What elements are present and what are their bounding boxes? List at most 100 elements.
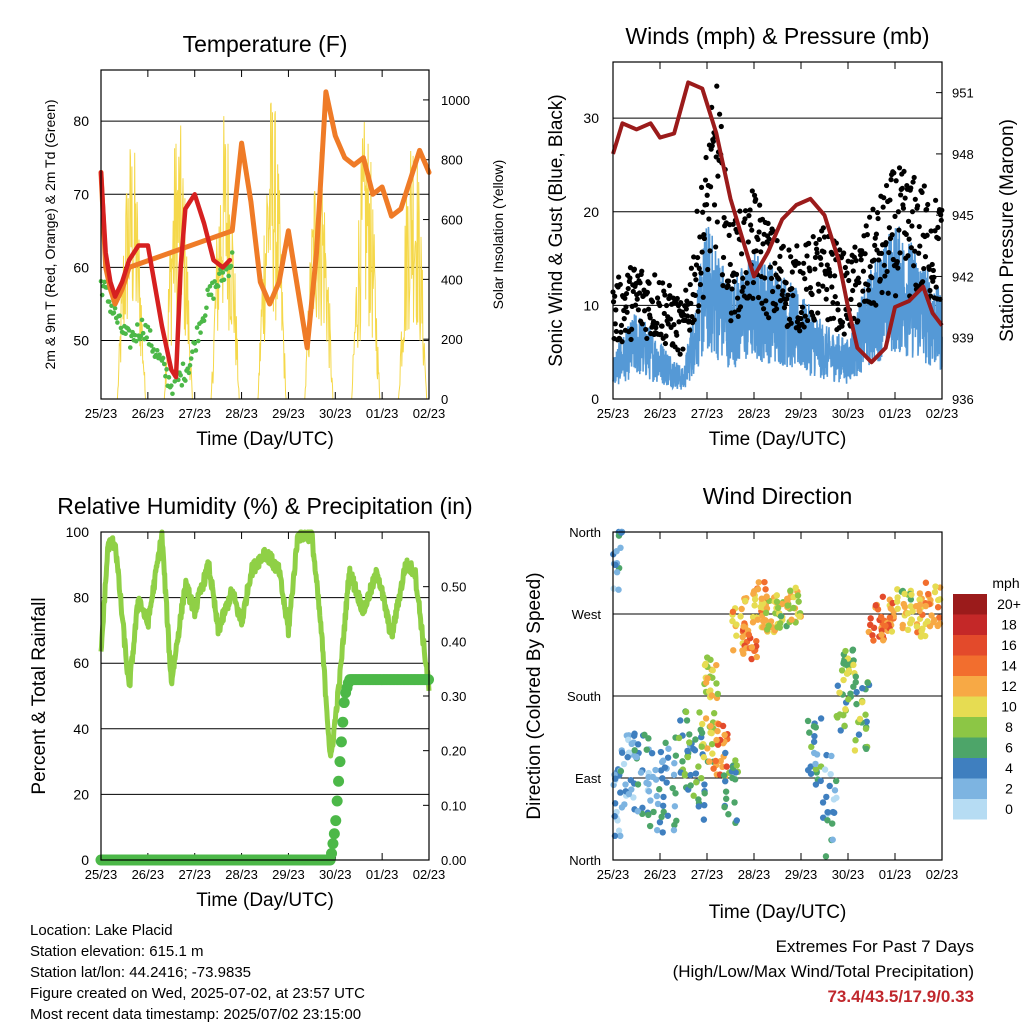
- direction-point: [695, 763, 702, 770]
- gust-point: [887, 197, 893, 203]
- gust-point: [735, 313, 741, 319]
- direction-point: [631, 730, 638, 737]
- gust-point: [873, 302, 879, 308]
- gust-point: [788, 254, 794, 260]
- gust-point: [759, 300, 765, 306]
- direction-point: [700, 816, 708, 823]
- gust-point: [896, 227, 902, 233]
- direction-point: [872, 602, 879, 609]
- direction-point: [762, 586, 769, 593]
- direction-point: [690, 792, 697, 799]
- direction-point: [828, 752, 835, 760]
- gust-point: [856, 279, 862, 286]
- gust-point: [697, 234, 703, 240]
- gust-point: [751, 192, 758, 198]
- gust-point: [637, 280, 643, 286]
- gust-point: [900, 205, 907, 211]
- gust-point: [882, 273, 888, 279]
- plot-frame: [612, 61, 943, 400]
- dewpoint-point: [220, 270, 226, 275]
- gust-point: [856, 302, 863, 308]
- direction-point: [620, 760, 628, 768]
- gust-point: [830, 300, 836, 306]
- gust-point: [895, 265, 901, 271]
- direction-point: [853, 700, 860, 708]
- dewpoint-point: [190, 349, 195, 355]
- precip-point: [335, 736, 347, 748]
- direction-point: [935, 596, 942, 604]
- y-right-tick-label: 200: [441, 332, 463, 347]
- gust-point: [704, 192, 710, 198]
- direction-point: [916, 601, 924, 608]
- gust-point: [898, 192, 904, 198]
- gust-point: [700, 294, 706, 300]
- direction-point: [659, 775, 666, 782]
- direction-point: [922, 579, 930, 586]
- direction-point: [812, 781, 820, 788]
- gust-point: [625, 285, 631, 292]
- direction-point: [862, 725, 870, 732]
- gust-point: [658, 331, 664, 337]
- dewpoint-point: [228, 263, 234, 269]
- direction-point: [812, 765, 820, 773]
- direction-point: [654, 800, 662, 808]
- gust-point: [872, 235, 878, 241]
- direction-point: [888, 628, 896, 635]
- gust-point: [688, 265, 694, 271]
- pressure-series: [611, 80, 944, 365]
- gust-point: [753, 248, 759, 254]
- direction-point: [833, 794, 840, 801]
- direction-point: [695, 803, 702, 810]
- gust-point: [755, 236, 761, 243]
- direction-point: [924, 618, 931, 625]
- y-right-axis-label: Solar Insolation (Yellow): [490, 160, 506, 310]
- plot-frame: [612, 531, 943, 861]
- gust-point: [691, 317, 697, 323]
- direction-point: [862, 711, 869, 718]
- dewpoint-point: [127, 345, 133, 350]
- gust-point: [763, 298, 769, 304]
- gust-point: [871, 257, 877, 263]
- gust-point: [804, 253, 810, 259]
- direction-point: [762, 609, 770, 617]
- y-tick-label: 0: [81, 852, 89, 868]
- direction-point: [645, 811, 652, 819]
- gust-point: [869, 275, 875, 281]
- gust-point: [716, 111, 723, 117]
- gust-point: [693, 277, 699, 283]
- direction-point: [867, 615, 874, 622]
- gust-point: [852, 244, 858, 250]
- gust-point: [850, 268, 856, 274]
- direction-point: [907, 596, 915, 603]
- dewpoint-point: [132, 332, 138, 338]
- dewpoint-point: [145, 324, 151, 330]
- direction-point: [870, 637, 877, 644]
- gust-point: [670, 295, 676, 301]
- direction-point: [731, 799, 738, 806]
- direction-point: [840, 676, 847, 684]
- dewpoint-point: [112, 305, 118, 311]
- gust-point: [899, 185, 905, 191]
- dewpoint-point: [178, 372, 183, 378]
- dewpoint-point: [201, 318, 207, 323]
- gust-point: [824, 286, 830, 293]
- gust-point: [692, 271, 698, 277]
- direction-point: [730, 647, 737, 654]
- gust-point: [629, 326, 635, 332]
- gust-point: [827, 273, 833, 279]
- gust-point: [677, 351, 683, 357]
- x-tick-label: 30/23: [832, 406, 865, 421]
- direction-point: [936, 614, 943, 621]
- direction-point: [840, 711, 847, 719]
- gust-point: [803, 286, 810, 292]
- gust-point: [794, 243, 800, 249]
- gust-point: [780, 288, 786, 294]
- gust-point: [774, 238, 780, 244]
- direction-point: [717, 757, 724, 765]
- direction-point: [792, 584, 799, 592]
- direction-point: [745, 631, 752, 638]
- gust-point: [837, 247, 843, 253]
- direction-point: [659, 757, 667, 764]
- direction-point: [894, 605, 901, 612]
- x-tick-label: 30/23: [832, 867, 865, 882]
